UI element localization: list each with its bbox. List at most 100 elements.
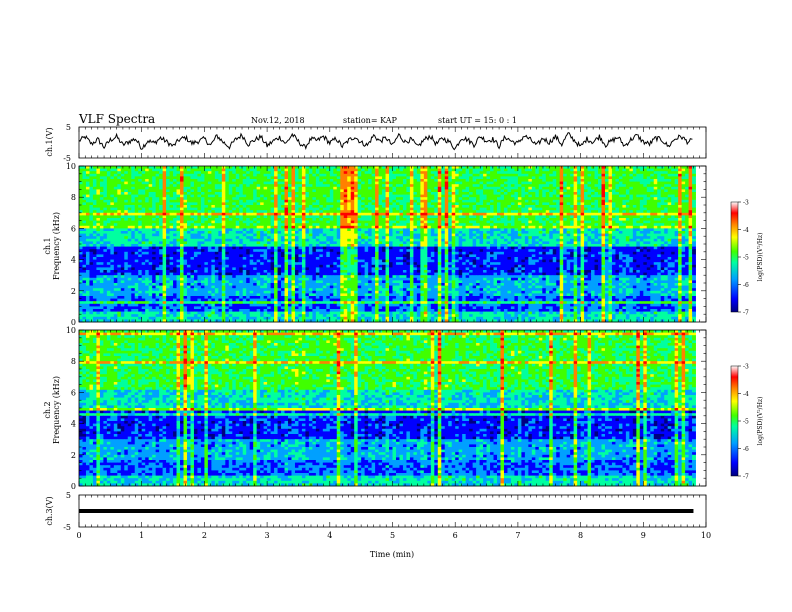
ch1-spectrogram-cell	[409, 228, 414, 232]
ch1-spectrogram-cell	[159, 192, 163, 195]
ch1-spectrogram-cell	[148, 197, 153, 201]
ch1-spectrogram-cell	[476, 233, 480, 237]
ch1-spectrogram-cell	[176, 173, 181, 177]
ch1-spectrogram-cell	[601, 176, 606, 180]
ch1-spectrogram-cell	[152, 184, 157, 188]
ch1-spectrogram-cell	[521, 228, 526, 232]
ch1-spectrogram-cell	[99, 197, 104, 201]
ch1-spectrogram-cell	[490, 228, 494, 232]
ch1-spectrogram-cell	[131, 231, 136, 234]
ch1-spectrogram-cell	[493, 179, 498, 182]
ch1-spectrogram-cell	[657, 194, 662, 198]
ch1-spectrogram-cell	[382, 179, 386, 182]
ch1-spectrogram-cell	[514, 186, 519, 190]
ch1-spectrogram-cell	[618, 223, 623, 227]
ch1-spectrogram-cell	[521, 168, 526, 172]
ch1-spectrogram-cell	[632, 197, 637, 201]
ch1-spectrogram-cell	[580, 207, 585, 211]
ch1-spectrogram-cell	[573, 223, 578, 227]
ch1-spectrogram-cell	[200, 166, 205, 169]
ch1-spectrogram-cell	[587, 181, 592, 185]
ch1-spectrogram-cell	[604, 184, 609, 188]
ch1-spectrogram-cell	[350, 225, 355, 229]
ch1-spectrogram-cell	[148, 166, 153, 169]
ch1-spectrogram-cell	[392, 181, 397, 185]
ch1-spectrogram-cell	[674, 218, 679, 221]
ch1-spectrogram-cell	[228, 181, 233, 185]
ch1-spectrogram-cell	[650, 194, 655, 198]
ch1-spectrogram-cell	[138, 197, 143, 201]
ch1-spectrogram-cell	[441, 197, 446, 201]
ch1-spectrogram-cell	[138, 184, 143, 188]
ch1-spectrogram-cell	[281, 176, 285, 180]
ch1-spectrogram-cell	[601, 181, 606, 185]
ch1-spectrogram-cell	[239, 218, 244, 221]
ch1-spectrogram-cell	[214, 231, 219, 234]
ch1-spectrogram-cell	[329, 166, 334, 169]
ch1-spectrogram-cell	[406, 218, 411, 221]
ch1-spectrogram-cell	[214, 189, 219, 193]
ch1-spectrogram-cell	[639, 194, 644, 198]
ch1-spectrogram-cell	[197, 202, 202, 206]
ch1-spectrogram-cell	[660, 215, 665, 219]
ch1-spectrogram-cell	[347, 192, 352, 195]
ch1-spectrogram-cell	[336, 231, 341, 234]
ch1-spectrogram-cell	[416, 202, 421, 206]
ch1-spectrogram-cell	[260, 199, 265, 203]
ch1-spectrogram-cell	[291, 181, 296, 185]
ch1-spectrogram-cell	[493, 225, 498, 229]
ch1-spectrogram-cell	[692, 186, 696, 190]
ch1-spectrogram-cell	[486, 207, 491, 211]
ch1-spectrogram-cell	[584, 218, 588, 221]
ch1-spectrogram-cell	[207, 233, 212, 237]
ch1-spectrogram-cell	[472, 215, 477, 219]
ch1-spectrogram-cell	[538, 225, 543, 229]
ch1-spectrogram-cell	[207, 215, 212, 219]
ch1-spectrogram-cell	[193, 171, 198, 175]
ch1-spectrogram-cell	[587, 197, 592, 201]
ch1-spectrogram-cell	[232, 228, 237, 232]
ch1-spectrogram-cell	[521, 220, 526, 224]
ch1-spectrogram-cell	[350, 202, 355, 206]
ch1-spectrogram-cell	[253, 215, 258, 219]
ch1-spectrogram-cell	[89, 199, 94, 203]
ch1-spectrogram-cell	[573, 231, 578, 234]
ch1-spectrogram-cell	[357, 194, 362, 198]
ch1-spectrogram-cell	[190, 192, 195, 195]
ch1-spectrogram-cell	[503, 194, 508, 198]
ch1-spectrogram-cell	[375, 223, 379, 227]
ch1-spectrogram-cell	[235, 192, 240, 195]
ch1-spectrogram-cell	[169, 210, 174, 214]
ch1-spectrogram-cell	[667, 186, 672, 190]
ch1-spectrogram-cell	[169, 168, 174, 172]
ch1-spectrogram-cell	[423, 207, 428, 211]
ch1-spectrogram-cell	[615, 179, 620, 182]
ch1-spectrogram-cell	[343, 212, 348, 216]
ch1-spectrogram-cell	[594, 173, 599, 177]
ch1-spectrogram-cell	[385, 197, 390, 201]
ch1-spectrogram-cell	[225, 220, 230, 224]
ch1-spectrogram-cell	[688, 215, 693, 219]
ch1-spectrogram-cell	[462, 171, 467, 175]
ch1-spectrogram-cell	[162, 225, 167, 229]
ch1-spectrogram-cell	[218, 173, 223, 177]
ch1-spectrogram-cell	[594, 225, 599, 229]
ch1-spectrogram-cell	[479, 184, 484, 188]
ch1-spectrogram-cell	[308, 231, 313, 234]
station-label: station= KAP	[343, 116, 398, 125]
ch1-spectrogram-cell	[524, 192, 529, 195]
ch1-spectrogram-cell	[291, 197, 296, 201]
ch1-spectrogram-cell	[173, 173, 177, 177]
ch1-spectrogram-cell	[566, 225, 571, 229]
ch1-spectrogram-cell	[127, 189, 132, 193]
ch1-spectrogram-cell	[497, 184, 501, 188]
ch1-spectrogram-cell	[639, 202, 644, 206]
ch1-spectrogram-cell	[671, 202, 676, 206]
ch1-spectrogram-cell	[622, 168, 627, 172]
ch1-spectrogram-cell	[483, 176, 487, 180]
ch1-spectrogram-cell	[685, 223, 689, 227]
ch1-spectrogram-cell	[423, 186, 428, 190]
ch1-spectrogram-cell	[281, 233, 285, 237]
ch1-spectrogram-cell	[542, 194, 547, 198]
ch1-spectrogram-cell	[451, 181, 456, 185]
